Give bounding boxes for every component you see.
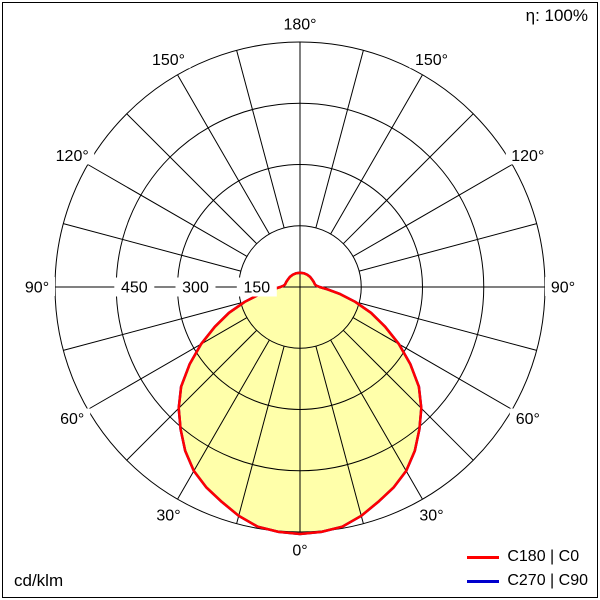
grid-spoke-225 <box>126 113 258 245</box>
angle-label-120: 120° <box>511 148 544 165</box>
angle-label-bg <box>545 277 581 296</box>
angle-label-bg <box>278 14 322 33</box>
angle-label-0: 0° <box>292 543 307 560</box>
angle-label-150: 150° <box>152 52 185 69</box>
grid-spoke-240 <box>87 164 248 257</box>
legend-item-c270-c90: C270 | C90 <box>467 572 588 590</box>
grid-spoke-120 <box>352 164 513 257</box>
angle-label-60: 60° <box>60 411 84 428</box>
grid-spoke-105 <box>359 223 537 272</box>
radial-tick-label-150: 150 <box>243 280 270 297</box>
grid-spoke-315 <box>126 329 258 461</box>
angle-label-bg <box>54 408 91 428</box>
legend-label-c180-c0: C180 | C0 <box>507 548 580 565</box>
angle-label-180: 180° <box>283 17 316 34</box>
angle-label-bg <box>146 49 191 69</box>
angle-label-60: 60° <box>516 411 540 428</box>
grid-spoke-60 <box>352 317 513 410</box>
angle-label-bg <box>505 145 550 165</box>
angle-label-90: 90° <box>551 280 575 297</box>
angle-label-120: 120° <box>56 148 89 165</box>
radial-tick-bg <box>114 277 155 297</box>
legend-line-c270-c90-icon <box>467 579 500 583</box>
grid-spoke-285 <box>63 302 241 351</box>
grid-spoke-330 <box>177 339 270 500</box>
grid-spoke-45 <box>342 329 474 461</box>
grid-spoke-300 <box>87 317 248 410</box>
legend-item-c180-c0: C180 | C0 <box>467 548 588 566</box>
angle-label-30: 30° <box>156 507 180 524</box>
radial-tick-bg <box>175 277 216 297</box>
radial-tick-bg <box>236 277 277 297</box>
angle-label-bg <box>413 504 450 524</box>
grid-spoke-195 <box>236 50 285 228</box>
angle-label-150: 150° <box>415 52 448 69</box>
legend-label-c270-c90: C270 | C90 <box>507 572 588 589</box>
unit-label: cd/klm <box>14 571 64 590</box>
angle-label-bg <box>509 408 546 428</box>
angle-label-90: 90° <box>25 280 49 297</box>
grid-spoke-210 <box>177 74 270 235</box>
angle-label-bg <box>282 540 318 559</box>
legend-line-c180-c0-icon <box>467 555 500 559</box>
grid-spoke-255 <box>63 223 241 272</box>
angle-label-bg <box>19 277 55 296</box>
angle-label-30: 30° <box>419 507 443 524</box>
angle-label-bg <box>50 145 95 165</box>
efficiency-label: η: 100% <box>525 6 588 25</box>
grid-spoke-165 <box>315 50 364 228</box>
angle-label-bg <box>150 504 187 524</box>
grid-spoke-345 <box>236 346 285 524</box>
grid-spoke-30 <box>330 339 423 500</box>
grid-spoke-150 <box>330 74 423 235</box>
grid-spoke-75 <box>359 302 537 351</box>
legend: C180 | C0 C270 | C90 <box>467 548 588 590</box>
angle-label-bg <box>409 49 454 69</box>
grid-spoke-135 <box>342 113 474 245</box>
radial-tick-label-450: 450 <box>121 280 148 297</box>
grid-spoke-15 <box>315 346 364 524</box>
radial-tick-label-300: 300 <box>182 280 209 297</box>
